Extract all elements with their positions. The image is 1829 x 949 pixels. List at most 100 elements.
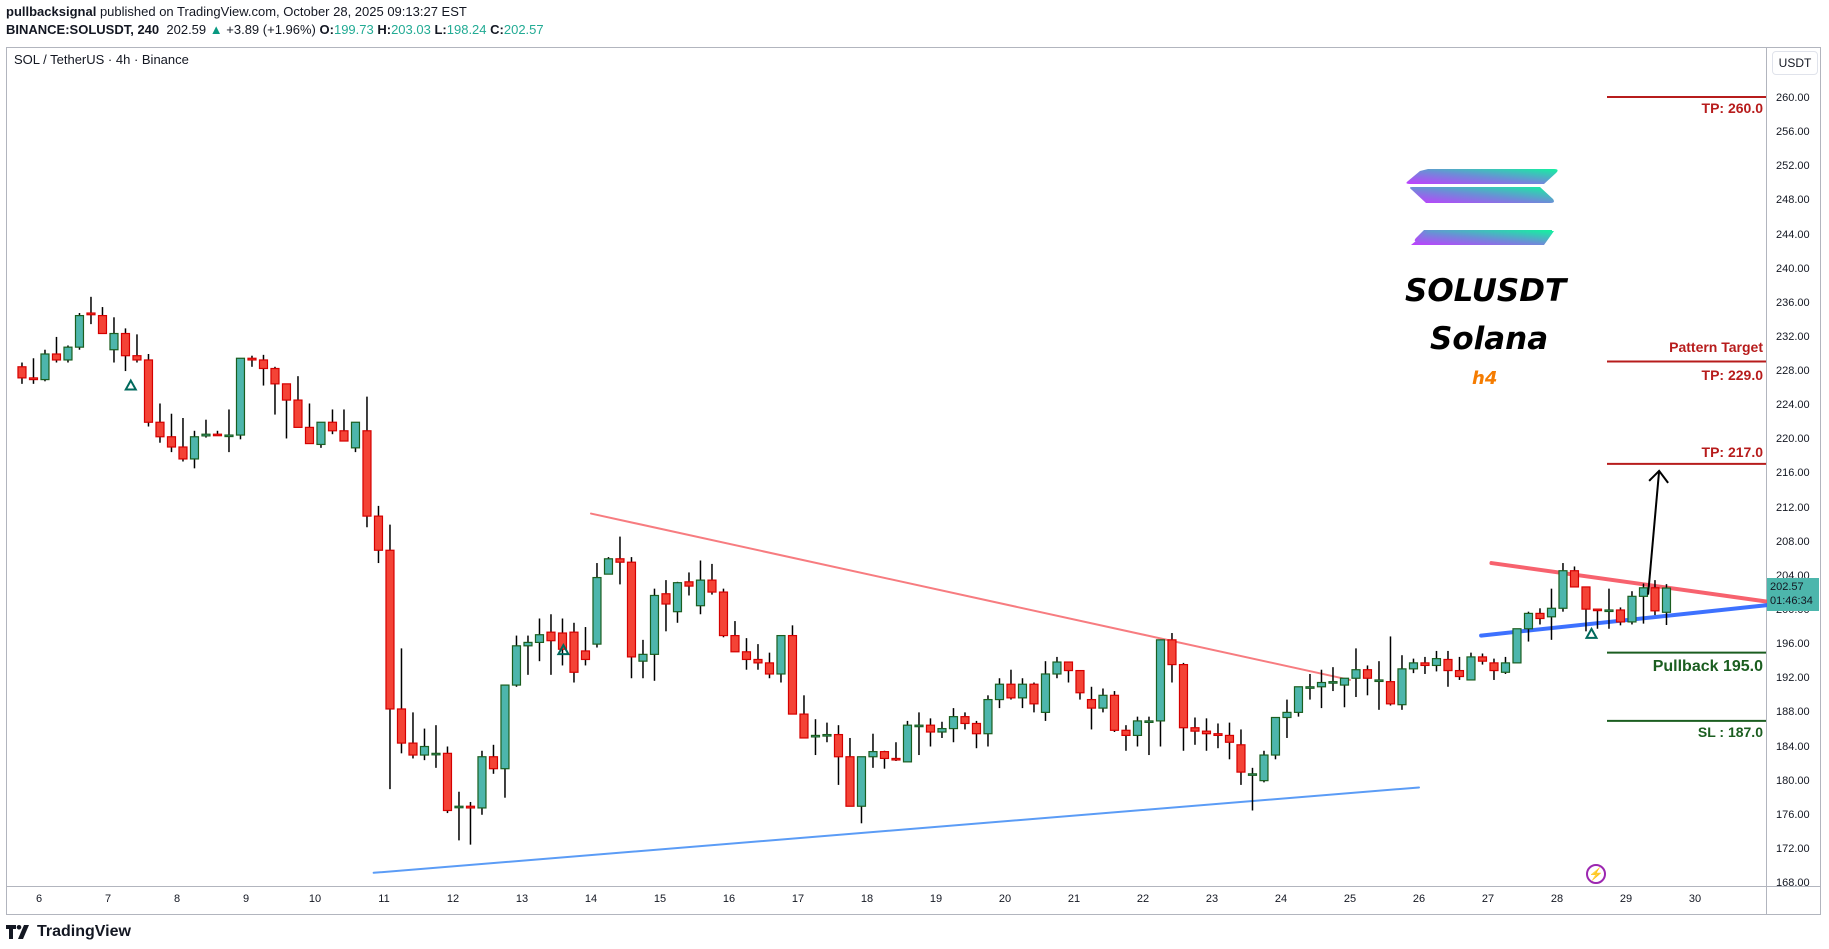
chart-pane[interactable]	[6, 47, 1821, 915]
candle-body	[1339, 677, 1350, 686]
candle-body	[143, 359, 154, 423]
candle-body	[419, 745, 430, 756]
price-axis-divider	[1766, 47, 1767, 915]
price-tick: 168.00	[1776, 877, 1810, 890]
price-change: +3.89 (+1.96%)	[226, 22, 316, 37]
candle-body	[615, 558, 625, 563]
solana-logo-bar-top	[1406, 169, 1558, 184]
candle-body	[40, 353, 50, 381]
time-tick: 28	[1550, 893, 1564, 905]
candle-body	[488, 756, 499, 770]
candle-body	[983, 698, 993, 735]
time-tick: 10	[308, 893, 322, 905]
candle-body	[603, 558, 614, 575]
candle-body	[1213, 733, 1223, 737]
publish-info: pullbacksignal published on TradingView.…	[6, 4, 467, 19]
candle-body	[477, 756, 487, 809]
candle-body	[1155, 639, 1166, 722]
candle-body	[362, 430, 372, 517]
candle-body	[166, 436, 177, 448]
candle-body	[51, 353, 62, 361]
candle-body	[684, 581, 694, 587]
author-name[interactable]: pullbacksignal	[6, 4, 97, 19]
candle-body	[1006, 683, 1016, 699]
candle-body	[822, 733, 832, 737]
candle-body	[304, 426, 315, 445]
time-tick: 27	[1481, 893, 1495, 905]
candle-body	[557, 632, 568, 650]
candle-body	[580, 650, 591, 661]
candle-body	[500, 684, 510, 770]
candle-body	[1454, 669, 1465, 678]
currency-unit-button[interactable]: USDT	[1772, 51, 1818, 75]
candle-body	[454, 805, 464, 809]
candle-body	[695, 579, 706, 607]
lightning-icon[interactable]: ⚡	[1586, 864, 1606, 884]
candle-body	[810, 734, 821, 738]
price-tick: 256.00	[1776, 126, 1810, 139]
candle-body	[327, 421, 338, 432]
candle-body	[592, 576, 602, 645]
time-tick: 14	[584, 893, 598, 905]
candle-body	[1132, 720, 1143, 737]
time-tick: 20	[998, 893, 1012, 905]
symbol-info: BINANCE:SOLUSDT, 240 202.59 ▲ +3.89 (+1.…	[6, 22, 544, 37]
price-tick: 224.00	[1776, 399, 1810, 412]
candle-body	[1362, 669, 1373, 679]
price-tick: 244.00	[1776, 228, 1810, 241]
high-value: 203.03	[391, 22, 431, 37]
price-tick: 172.00	[1776, 842, 1810, 855]
candle-body	[270, 367, 280, 385]
candle-body	[1500, 662, 1511, 673]
candle-body	[1615, 609, 1626, 623]
candle-body	[1052, 661, 1062, 675]
candle-body	[661, 593, 671, 605]
candle-body	[960, 716, 970, 725]
candle-body	[925, 724, 936, 733]
time-tick: 16	[722, 893, 736, 905]
change-arrow-icon: ▲	[209, 22, 223, 37]
candle-body	[638, 653, 648, 662]
candle-body	[1397, 668, 1407, 706]
candle-body	[350, 421, 361, 449]
symbol-name: BINANCE:SOLUSDT, 240	[6, 22, 160, 37]
candle-body	[1293, 686, 1304, 713]
time-tick: 11	[378, 893, 390, 905]
candle-body	[891, 757, 901, 761]
candle-body	[1086, 698, 1097, 709]
solana-logo-bar-bottom-fill	[1411, 231, 1554, 245]
price-tick: 232.00	[1776, 330, 1810, 343]
time-tick: 26	[1412, 893, 1426, 905]
candle-body	[74, 314, 85, 348]
time-tick: 18	[860, 893, 874, 905]
candle-body	[97, 314, 108, 335]
candle-body	[293, 399, 303, 428]
time-tick: 9	[242, 893, 250, 905]
candle-body	[431, 752, 441, 756]
annotation-title: SOLUSDT	[1405, 273, 1567, 309]
bar-countdown: 01:46:34	[1770, 595, 1813, 608]
candle-body	[17, 366, 27, 379]
candle-body	[442, 752, 453, 812]
chart-title: SOL / TetherUS · 4h · Binance	[14, 52, 189, 67]
candle-body	[1408, 662, 1419, 670]
candle-body	[1466, 656, 1476, 681]
candle-body	[1270, 716, 1281, 756]
candle-body	[1282, 711, 1292, 719]
wedge-top-trendline	[1489, 561, 1780, 606]
published-text: published on TradingView.com, October 28…	[99, 4, 467, 19]
candle-body	[1489, 662, 1499, 672]
high-label: H:	[377, 22, 392, 37]
tp-217-label: TP: 217.0	[1701, 444, 1763, 460]
candle-body	[1305, 686, 1315, 689]
open-label: O:	[319, 22, 334, 37]
candle-body	[1178, 663, 1189, 729]
price-tick: 216.00	[1776, 467, 1810, 480]
time-tick: 29	[1619, 893, 1633, 905]
buy-signal-triangle-icon	[1584, 626, 1599, 639]
candle-body	[396, 708, 407, 744]
candle-body	[1385, 681, 1396, 705]
candle-body	[787, 634, 798, 715]
pullback-label: Pullback 195.0	[1652, 658, 1763, 675]
